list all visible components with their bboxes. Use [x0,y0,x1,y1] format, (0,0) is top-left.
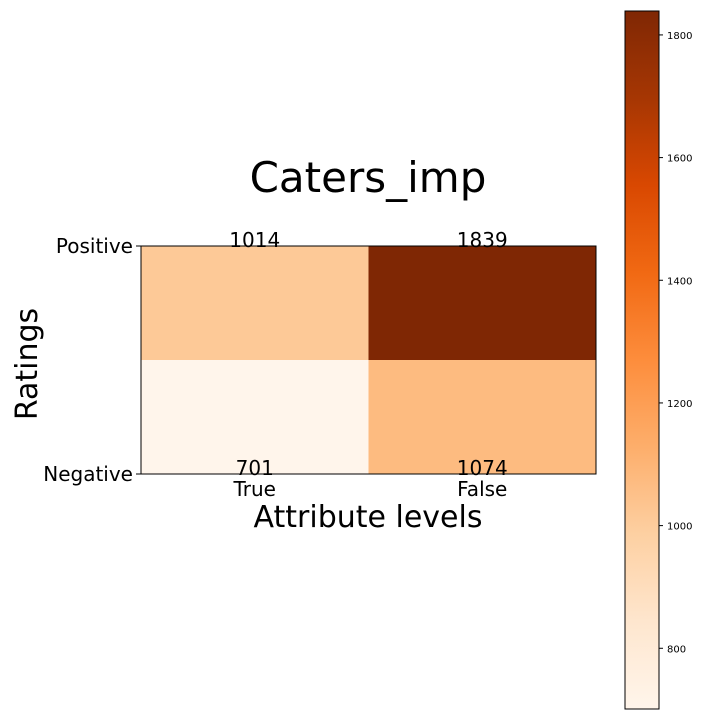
heatmap-cells [141,246,596,474]
heatmap-cell-1-1 [368,360,596,474]
colorbar-tick-label: 1400 [667,276,692,287]
heatmap-cell-0-1 [368,246,596,360]
y-tick-label: Positive [56,234,133,258]
x-axis: True False [233,477,508,501]
colorbar-tick-label: 1800 [667,31,692,42]
heatmap-cell-1-0 [141,360,369,474]
heatmap-cell-0-0 [141,246,369,360]
colorbar-tick-label: 1200 [667,399,692,410]
colorbar-tick-label: 1000 [667,522,692,533]
cell-value-label-0-1: 1839 [457,228,508,252]
y-tick-label: Negative [43,462,133,486]
colorbar-tick-label: 1600 [667,154,692,165]
chart-title: Caters_imp [250,153,487,202]
x-axis-label: Attribute levels [254,500,483,535]
colorbar-tick-label: 800 [667,644,686,655]
colorbar-gradient [624,10,660,710]
cell-value-label-1-0: 701 [236,456,274,480]
y-axis-label: Ratings [10,308,45,420]
x-tick-label: False [457,477,507,501]
plot-frame [140,245,597,475]
colorbar-ticks: 800 1000 1200 1400 1600 1800 [659,31,692,655]
cell-value-label-1-1: 1074 [457,456,508,480]
cell-value-labels: 1014 1839 701 1074 [229,228,507,480]
x-tick-label: True [233,477,276,501]
cell-value-label-0-0: 1014 [229,228,280,252]
colorbar: 800 1000 1200 1400 1600 1800 [624,10,692,710]
y-axis: Positive Negative [43,234,141,486]
